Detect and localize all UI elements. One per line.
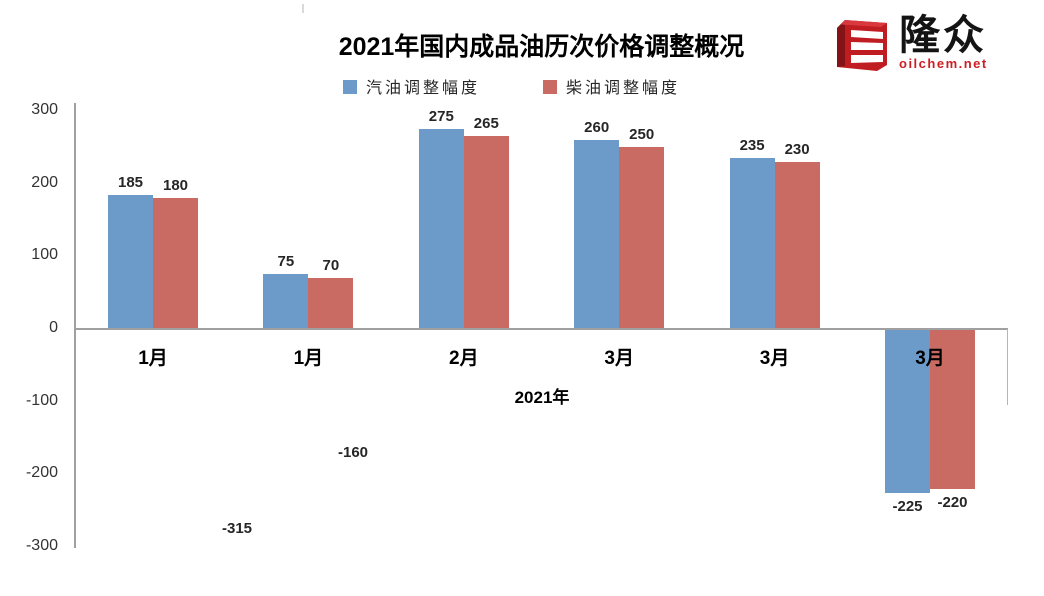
- y-axis-tick-label: -300: [25, 537, 58, 555]
- plot-right-border-segment: [1006, 329, 1008, 405]
- bar-value-label: -220: [937, 493, 968, 511]
- x-axis-category-label: 3月: [915, 348, 945, 369]
- legend-swatch-icon: [343, 80, 357, 94]
- x-axis-category-label: 3月: [759, 348, 790, 369]
- bar-value-label: 260: [584, 118, 610, 136]
- brand-logo: 隆众 oilchem.net: [831, 12, 988, 74]
- y-axis-tick-label: 100: [31, 246, 58, 264]
- logo-domain-text: oilchem.net: [899, 56, 988, 72]
- y-axis-line: [74, 103, 76, 548]
- diesel-bar: [619, 147, 665, 329]
- y-axis-tick-label: -100: [25, 391, 58, 409]
- diesel-bar: [463, 136, 509, 329]
- logo-cube-icon: [837, 20, 887, 71]
- legend-label: 汽油调整幅度: [366, 80, 481, 97]
- x-axis-category-label: 3月: [604, 348, 634, 369]
- bar-value-label: 180: [162, 177, 189, 195]
- gasoline-bar: [108, 194, 153, 329]
- bar-value-label: 185: [117, 173, 144, 191]
- gasoline-bar: [418, 129, 464, 329]
- stray-data-label: -160: [337, 444, 369, 461]
- diesel-bar: [930, 329, 975, 489]
- diesel-bar: [774, 161, 820, 329]
- x-axis-zero-line: [75, 328, 1008, 330]
- bar-value-label: 250: [629, 126, 655, 144]
- x-axis-title: 2021年: [514, 388, 570, 407]
- y-axis-tick-label: 300: [31, 100, 58, 118]
- legend-item-diesel: 柴油调整幅度: [543, 74, 680, 98]
- gasoline-bar: [263, 274, 309, 329]
- gasoline-bar: [885, 329, 930, 493]
- y-axis-tick-label: 200: [31, 173, 58, 191]
- bar-value-label: -225: [892, 497, 923, 515]
- x-axis-category-label: 1月: [138, 348, 168, 369]
- y-axis-tick-label: -200: [25, 464, 58, 482]
- diesel-bar: [308, 278, 354, 329]
- x-axis-category-label: 1月: [293, 348, 324, 369]
- bar-value-label: 230: [784, 140, 810, 158]
- edge-artifact-mark: [302, 4, 304, 13]
- legend-label: 柴油调整幅度: [566, 80, 681, 97]
- bar-value-label: 75: [277, 253, 295, 271]
- logo-brand-name: 隆众: [899, 12, 987, 58]
- y-axis-tick-label: 0: [49, 319, 58, 336]
- bar-value-label: 235: [739, 137, 765, 155]
- chart-title: 2021年国内成品油历次价格调整概况: [338, 33, 745, 61]
- legend-swatch-icon: [543, 80, 557, 94]
- x-axis-category-label: 2月: [449, 348, 479, 369]
- legend-item-gasoline: 汽油调整幅度: [343, 74, 480, 98]
- bar-value-label: 265: [473, 115, 499, 133]
- gasoline-bar: [574, 139, 620, 329]
- bar-value-label: 70: [322, 257, 340, 275]
- bar-value-label: 275: [428, 108, 454, 126]
- logo-text-block: 隆众 oilchem.net: [899, 12, 988, 72]
- diesel-bar: [153, 198, 198, 329]
- stray-data-label: -315: [221, 520, 253, 537]
- gasoline-bar: [729, 158, 775, 329]
